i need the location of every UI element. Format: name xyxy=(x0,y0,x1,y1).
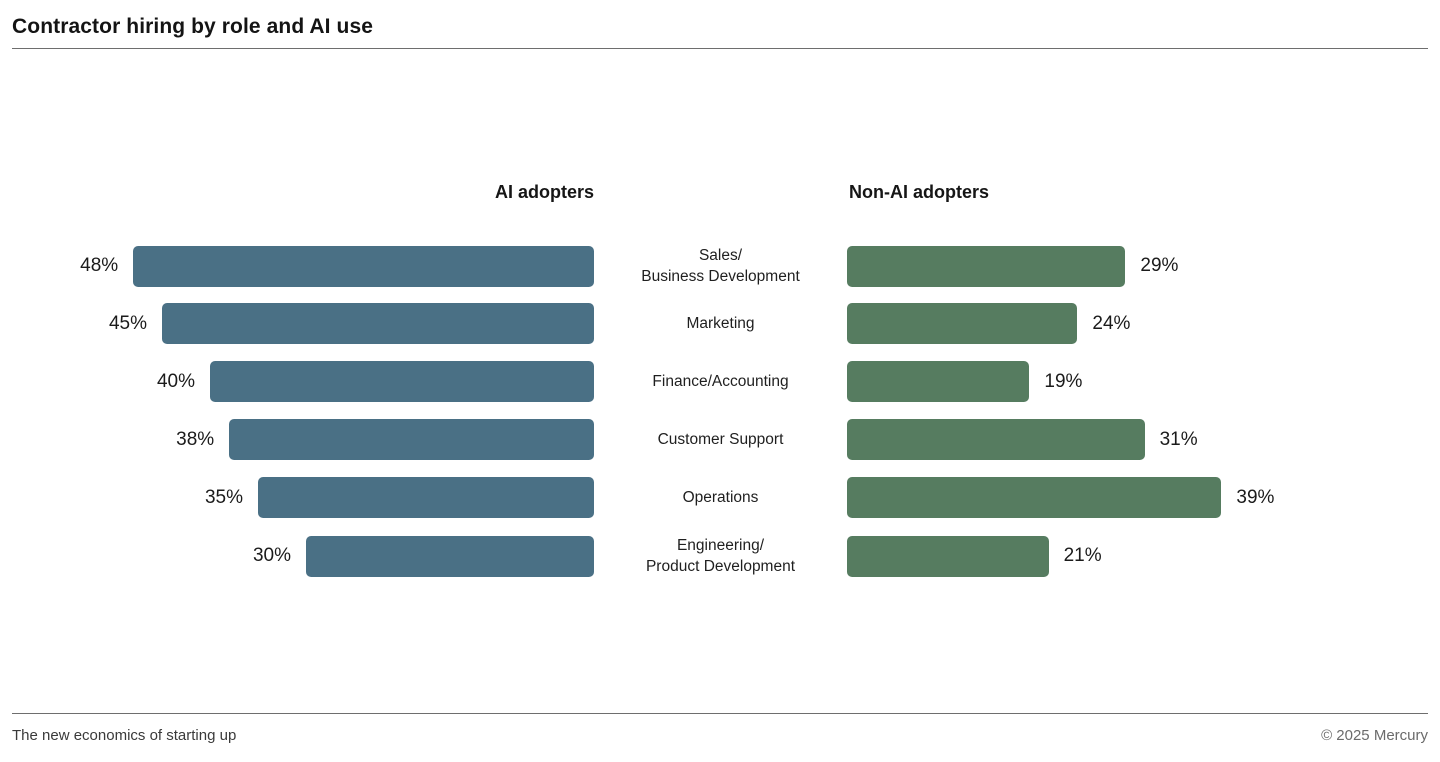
ai-adopters-value-label: 30% xyxy=(252,545,291,566)
ai-adopters-bar xyxy=(306,535,594,577)
ai-adopters-value-label: 45% xyxy=(108,312,147,334)
category-label: Marketing xyxy=(686,315,755,332)
non-ai-adopters-cell: 29% xyxy=(847,245,1428,287)
non-ai-adopters-value-label: 19% xyxy=(1044,370,1083,392)
ai-adopters-cell: 38% xyxy=(12,419,594,460)
category-label: Customer Support xyxy=(657,431,784,448)
category-label: Finance/Accounting xyxy=(652,373,789,390)
ai-adopters-value-label: 38% xyxy=(176,428,215,450)
ai-adopters-cell: 30% xyxy=(12,535,594,577)
ai-adopters-cell: 45% xyxy=(12,303,594,344)
ai-adopters-cell: 48% xyxy=(12,245,594,287)
non-ai-adopters-bar xyxy=(847,419,1145,460)
chart-row: 40% Finance/Accounting 19% xyxy=(12,361,1428,402)
non-ai-adopters-bar xyxy=(847,535,1049,577)
ai-adopters-value-label: 35% xyxy=(204,486,243,508)
series-header-non-ai-adopters: Non-AI adopters xyxy=(849,182,990,202)
butterfly-bar-chart: AI adopters Non-AI adopters 48% Sales/Bus… xyxy=(12,181,1428,577)
category-label: Sales/Business Development xyxy=(641,247,800,285)
non-ai-adopters-bar xyxy=(847,303,1078,344)
ai-adopters-cell: 40% xyxy=(12,361,594,402)
non-ai-adopters-value-label: 24% xyxy=(1092,312,1131,334)
non-ai-adopters-value-label: 39% xyxy=(1236,486,1275,508)
non-ai-adopters-cell: 31% xyxy=(847,419,1428,460)
non-ai-adopters-cell: 19% xyxy=(847,361,1428,402)
series-headers: AI adopters Non-AI adopters xyxy=(12,181,1428,203)
footer-tagline: The new economics of starting up xyxy=(12,727,237,744)
non-ai-adopters-value-label: 21% xyxy=(1063,545,1102,566)
page-title: Contractor hiring by role and AI use xyxy=(12,15,374,38)
non-ai-adopters-cell: 21% xyxy=(847,535,1428,577)
ai-adopters-bar xyxy=(133,245,594,287)
ai-adopters-cell: 35% xyxy=(12,477,594,518)
chart-rows: 48% Sales/Business Development 29% 45% Marke… xyxy=(12,245,1428,577)
footer-texts: The new economics of starting up © 2025 … xyxy=(12,714,1428,744)
ai-adopters-bar xyxy=(210,361,594,402)
series-header-ai-adopters: AI adopters xyxy=(494,182,594,202)
ai-adopters-value-label: 48% xyxy=(80,255,119,276)
chart-row: 48% Sales/Business Development 29% xyxy=(12,245,1428,287)
footer-divider xyxy=(12,713,1428,714)
chart-row: 35% Operations 39% xyxy=(12,477,1428,518)
category-label: Operations xyxy=(682,489,759,506)
category-label: Engineering/Product Development xyxy=(645,537,796,575)
non-ai-adopters-bar xyxy=(847,245,1126,287)
chart-row: 38% Customer Support 31% xyxy=(12,419,1428,460)
non-ai-adopters-bar xyxy=(847,477,1222,518)
non-ai-adopters-value-label: 31% xyxy=(1159,428,1198,450)
non-ai-adopters-cell: 39% xyxy=(847,477,1428,518)
title-divider xyxy=(12,48,1428,49)
ai-adopters-bar xyxy=(229,419,594,460)
ai-adopters-bar xyxy=(258,477,594,518)
chart-row: 30% Engineering/Product Development 21% xyxy=(12,535,1428,577)
non-ai-adopters-cell: 24% xyxy=(847,303,1428,344)
non-ai-adopters-value-label: 29% xyxy=(1140,255,1179,276)
footer-copyright: © 2025 Mercury xyxy=(1321,727,1428,744)
ai-adopters-value-label: 40% xyxy=(156,370,195,392)
ai-adopters-bar xyxy=(162,303,594,344)
page-footer: The new economics of starting up © 2025 … xyxy=(12,705,1428,744)
non-ai-adopters-bar xyxy=(847,361,1030,402)
chart-row: 45% Marketing 24% xyxy=(12,303,1428,344)
